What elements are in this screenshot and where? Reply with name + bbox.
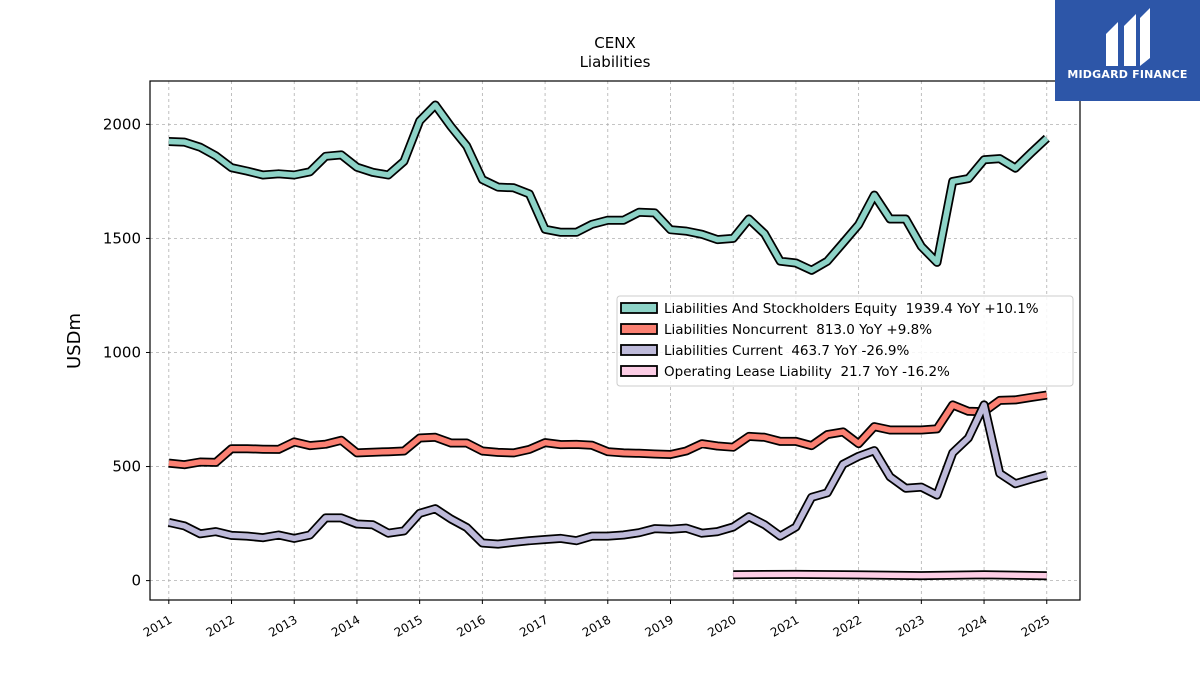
x-tick-label: 2020: [705, 612, 738, 639]
legend-label: Liabilities Noncurrent 813.0 YoY +9.8%: [664, 322, 932, 338]
legend-box: [616, 295, 1074, 387]
x-tick-label: 2022: [831, 612, 864, 639]
y-axis: 0 500 1000 1500 2000: [103, 115, 150, 590]
legend-swatch: [620, 323, 658, 335]
x-tick-label: 2015: [392, 612, 425, 639]
x-tick-label: 2016: [454, 612, 487, 639]
series-line-2: [168, 402, 1048, 547]
x-tick-label: 2017: [517, 612, 550, 639]
x-tick-label: 2021: [768, 612, 801, 639]
y-tick-label: 0: [131, 572, 141, 590]
y-tick-label: 2000: [103, 115, 141, 133]
x-tick-label: 2011: [141, 612, 174, 639]
x-tick-label: 2014: [329, 612, 362, 639]
y-tick-label: 500: [112, 458, 141, 476]
brand-name: MIDGARD FINANCE: [1067, 68, 1188, 81]
series-line-0: [168, 102, 1049, 274]
x-tick-label: 2025: [1019, 612, 1052, 639]
chart-subtitle: Liabilities: [580, 53, 651, 71]
y-axis-label: USDm: [64, 313, 85, 369]
legend-swatch: [620, 365, 658, 377]
series-line-3: [733, 571, 1047, 579]
series-line-1: [168, 392, 1048, 468]
legend-label: Operating Lease Liability 21.7 YoY -16.2…: [664, 364, 950, 380]
plot-area-frame: [149, 80, 1081, 601]
series-layer: [167, 100, 1050, 581]
x-tick-label: 2024: [956, 612, 989, 639]
x-tick-label: 2012: [204, 612, 237, 639]
x-tick-label: 2013: [266, 612, 299, 639]
chart-title: CENX: [594, 34, 635, 52]
y-tick-label: 1000: [103, 343, 141, 361]
legend-swatch: [620, 302, 658, 314]
midgard-logo-icon: [1106, 8, 1150, 66]
x-tick-label: 2019: [643, 612, 676, 639]
brand-logo: MIDGARD FINANCE: [1055, 0, 1200, 101]
x-tick-label: 2023: [893, 612, 926, 639]
legend: Liabilities And Stockholders Equity 1939…: [616, 295, 1074, 387]
y-tick-label: 1500: [103, 229, 141, 247]
x-axis: 2011 2012 2013 2014 2015 2016 2017 2018 2019 2020…: [141, 600, 1052, 640]
legend-label: Liabilities And Stockholders Equity 1939…: [664, 301, 1039, 317]
x-tick-label: 2018: [580, 612, 613, 639]
legend-swatch: [620, 344, 658, 356]
legend-label: Liabilities Current 463.7 YoY -26.9%: [664, 343, 909, 359]
